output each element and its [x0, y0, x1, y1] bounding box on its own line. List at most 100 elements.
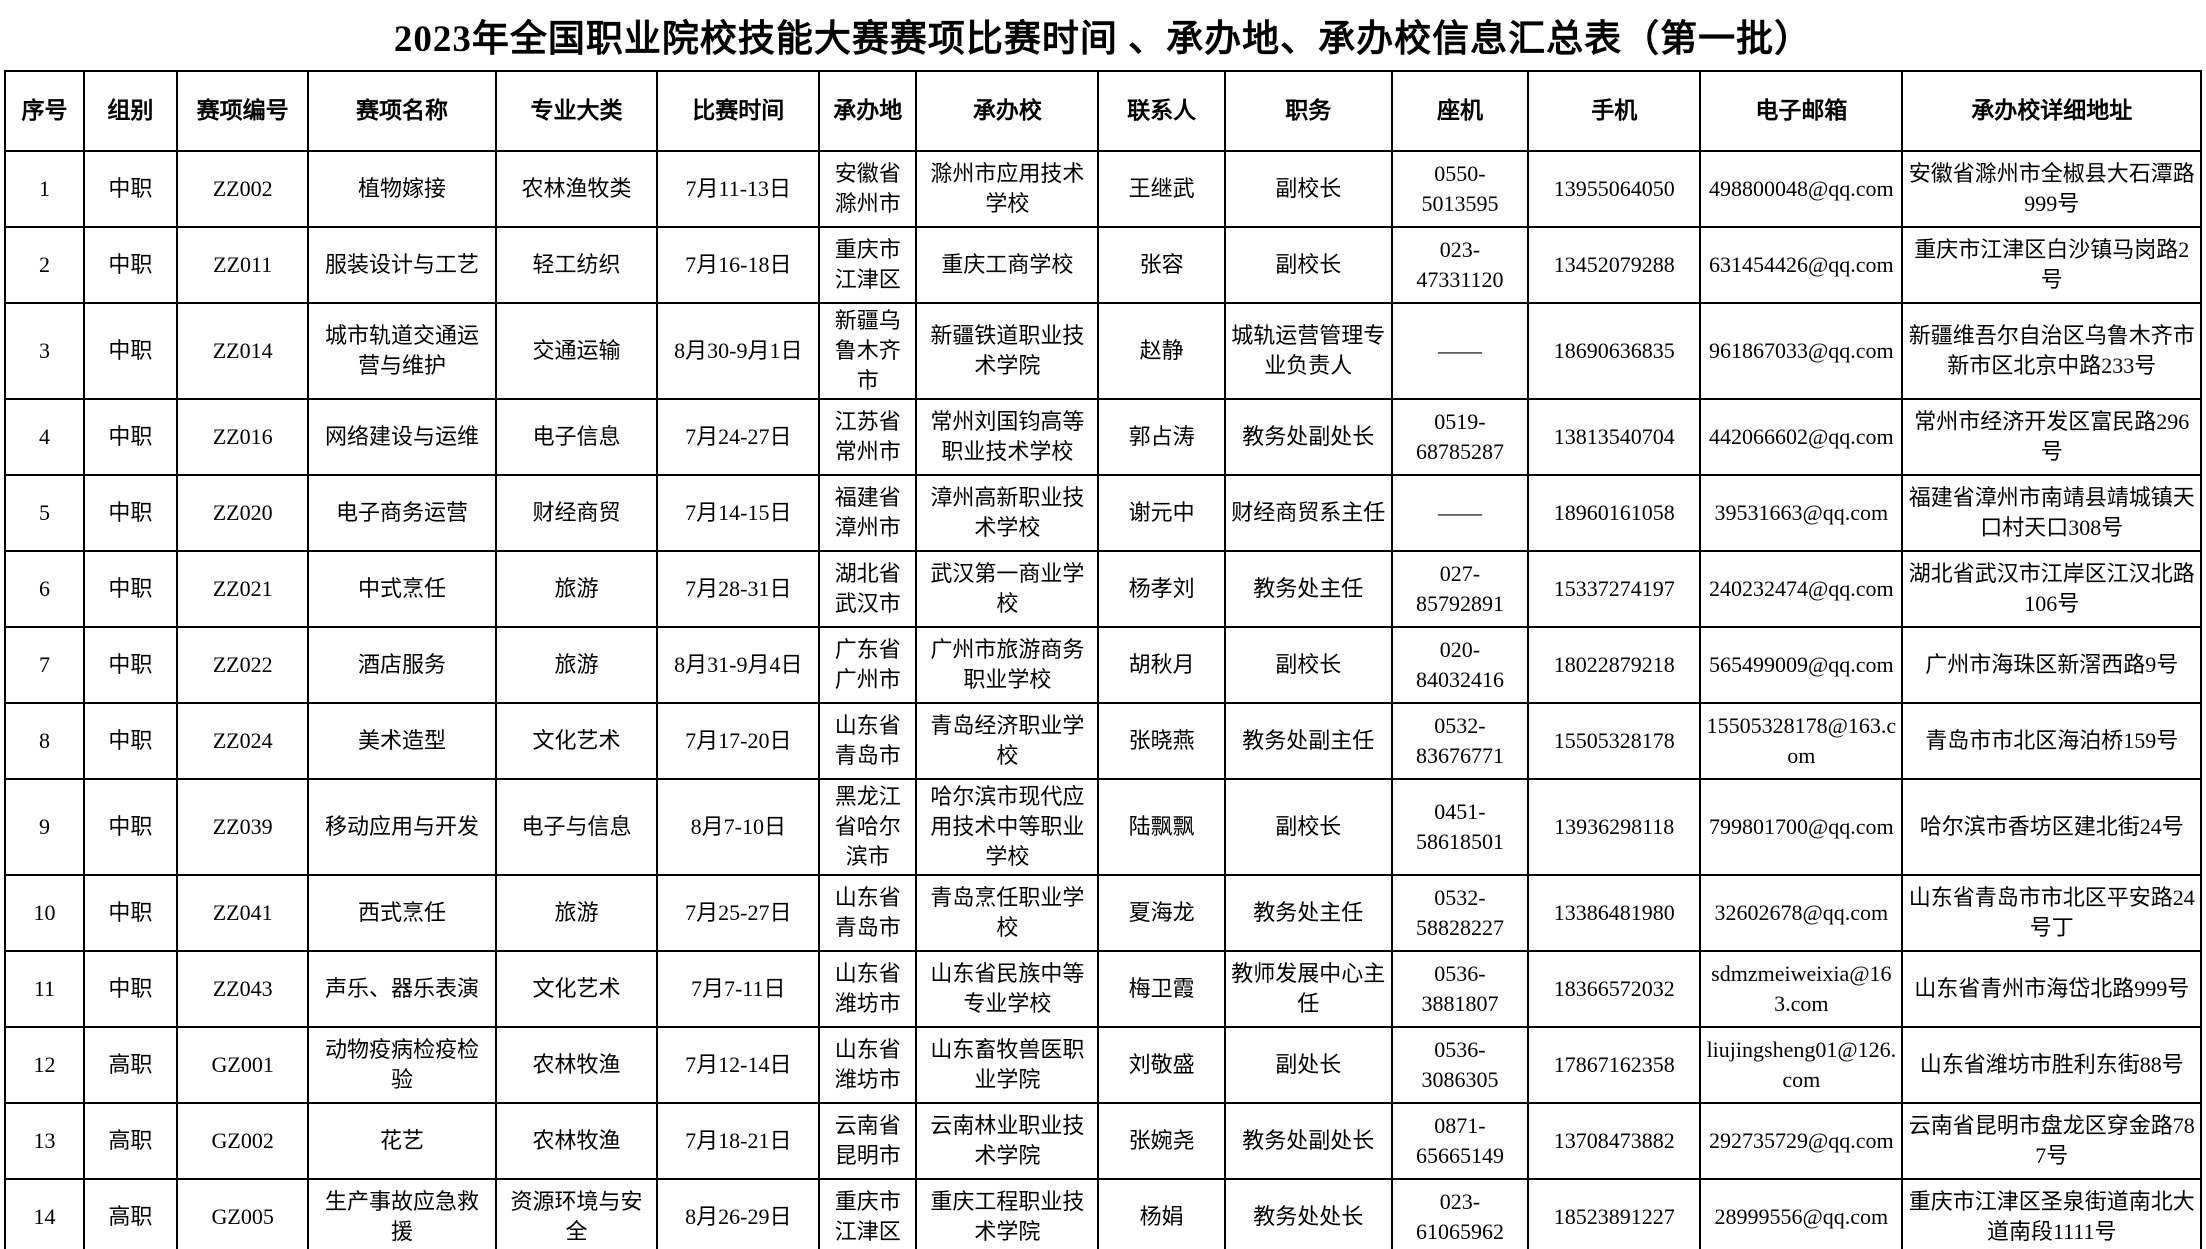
cell-bisai_shijian: 7月7-11日 — [656, 950, 821, 1028]
cell-email: 32602678@qq.com — [1699, 874, 1904, 952]
cell-zubie: 中职 — [82, 626, 178, 704]
cell-xuhao: 6 — [4, 550, 85, 628]
cell-shouji: 18366572032 — [1527, 950, 1702, 1028]
cell-zhiwu: 教务处副处长 — [1223, 1102, 1393, 1180]
cell-zhiwu: 教师发展中心主任 — [1223, 950, 1393, 1028]
cell-xuhao: 7 — [4, 626, 85, 704]
cell-saixiang_mingcheng: 西式烹任 — [307, 874, 497, 952]
cell-zhiwu: 副处长 — [1223, 1026, 1393, 1104]
column-header-bisai_shijian: 比赛时间 — [656, 70, 821, 152]
column-header-zubie: 组别 — [82, 70, 178, 152]
cell-bisai_shijian: 8月26-29日 — [656, 1178, 821, 1249]
column-header-email: 电子邮箱 — [1699, 70, 1904, 152]
cell-zhuanye_dalei: 旅游 — [494, 626, 659, 704]
cell-saixiang_bianhao: ZZ024 — [175, 702, 310, 780]
cell-zuoji: 0550- 5013595 — [1390, 150, 1530, 228]
cell-saixiang_mingcheng: 中式烹任 — [307, 550, 497, 628]
cell-chengbandi: 湖北省武汉市 — [818, 550, 918, 628]
table-header: 序号 组别 赛项编号 赛项名称 专业大类 比赛时间 承办地 承办校 联系人 职务 座机 手机 电子邮箱承… — [4, 70, 2202, 152]
cell-shouji: 17867162358 — [1527, 1026, 1702, 1104]
cell-zhiwu: 财经商贸系主任 — [1223, 474, 1393, 552]
cell-email: 39531663@qq.com — [1699, 474, 1904, 552]
cell-chengbanxiao: 重庆工程职业技术学院 — [915, 1178, 1100, 1249]
table-row: 11 中职 ZZ043 声乐、器乐表演 文化艺术 7月7-11日 山东省潍坊市 山东省民族中等… — [4, 950, 2202, 1028]
cell-xuhao: 8 — [4, 702, 85, 780]
cell-zuoji: —— — [1390, 302, 1530, 400]
cell-saixiang_mingcheng: 酒店服务 — [307, 626, 497, 704]
cell-bisai_shijian: 7月28-31日 — [656, 550, 821, 628]
cell-chengbanxiao: 云南林业职业技术学院 — [915, 1102, 1100, 1180]
cell-saixiang_bianhao: ZZ016 — [175, 398, 310, 476]
cell-lianxiren: 梅卫霞 — [1097, 950, 1226, 1028]
cell-dizhi: 哈尔滨市香坊区建北街24号 — [1901, 778, 2202, 876]
cell-saixiang_bianhao: ZZ022 — [175, 626, 310, 704]
cell-zuoji: 0536- 3086305 — [1390, 1026, 1530, 1104]
cell-zubie: 中职 — [82, 702, 178, 780]
table-row: 4 中职 ZZ016 网络建设与运维 电子信息 7月24-27日 江苏省常州市 常州刘国钧高等… — [4, 398, 2202, 476]
cell-saixiang_bianhao: GZ001 — [175, 1026, 310, 1104]
cell-dizhi: 山东省青州市海岱北路999号 — [1901, 950, 2202, 1028]
table-row: 9 中职 ZZ039 移动应用与开发 电子与信息 8月7-10日 黑龙江省哈尔滨市 哈尔滨市现… — [4, 778, 2202, 876]
cell-chengbandi: 福建省漳州市 — [818, 474, 918, 552]
table-row: 12 高职 GZ001 动物疫病检疫检验 农林牧渔 7月12-14日 山东省潍坊市 山东畜牧兽… — [4, 1026, 2202, 1104]
cell-dizhi: 重庆市江津区圣泉街道南北大道南段1111号 — [1901, 1178, 2202, 1249]
cell-shouji: 13708473882 — [1527, 1102, 1702, 1180]
cell-bisai_shijian: 7月12-14日 — [656, 1026, 821, 1104]
table-row: 14 高职 GZ005 生产事故应急救援 资源环境与安全 8月26-29日 重庆市江津区 重庆… — [4, 1178, 2202, 1249]
cell-zuoji: 027- 85792891 — [1390, 550, 1530, 628]
cell-lianxiren: 刘敬盛 — [1097, 1026, 1226, 1104]
document-title: 2023年全国职业院校技能大赛赛项比赛时间 、承办地、承办校信息汇总表（第一批） — [393, 19, 1813, 60]
cell-shouji: 13386481980 — [1527, 874, 1702, 952]
summary-table: 序号 组别 赛项编号 赛项名称 专业大类 比赛时间 承办地 承办校 联系人 职务 座机 手机 电子邮箱承… — [4, 70, 2202, 1249]
cell-xuhao: 1 — [4, 150, 85, 228]
cell-zhuanye_dalei: 资源环境与安全 — [494, 1178, 659, 1249]
cell-saixiang_mingcheng: 电子商务运营 — [307, 474, 497, 552]
cell-email: 15505328178@163.com — [1699, 702, 1904, 780]
cell-zhiwu: 城轨运营管理专业负责人 — [1223, 302, 1393, 400]
cell-dizhi: 重庆市江津区白沙镇马岗路2号 — [1901, 226, 2202, 304]
cell-saixiang_mingcheng: 声乐、器乐表演 — [307, 950, 497, 1028]
cell-email: sdmzmeiweixia@163.com — [1699, 950, 1904, 1028]
cell-zuoji: 0532- 83676771 — [1390, 702, 1530, 780]
cell-saixiang_bianhao: ZZ011 — [175, 226, 310, 304]
cell-email: 442066602@qq.com — [1699, 398, 1904, 476]
column-header-shouji: 手机 — [1527, 70, 1702, 152]
cell-bisai_shijian: 7月18-21日 — [656, 1102, 821, 1180]
cell-chengbandi: 云南省昆明市 — [818, 1102, 918, 1180]
cell-shouji: 18960161058 — [1527, 474, 1702, 552]
cell-zubie: 中职 — [82, 226, 178, 304]
cell-bisai_shijian: 7月25-27日 — [656, 874, 821, 952]
cell-zuoji: 023- 61065962 — [1390, 1178, 1530, 1249]
table-row: 13 高职 GZ002 花艺 农林牧渔 7月18-21日 云南省昆明市 云南林业职业技术学院张… — [4, 1102, 2202, 1180]
cell-saixiang_mingcheng: 美术造型 — [307, 702, 497, 780]
cell-chengbanxiao: 常州刘国钧高等职业技术学校 — [915, 398, 1100, 476]
cell-dizhi: 新疆维吾尔自治区乌鲁木齐市新市区北京中路233号 — [1901, 302, 2202, 400]
table-row: 5 中职 ZZ020 电子商务运营 财经商贸 7月14-15日 福建省漳州市 漳州高新职业技术… — [4, 474, 2202, 552]
cell-zhiwu: 副校长 — [1223, 150, 1393, 228]
cell-xuhao: 9 — [4, 778, 85, 876]
cell-dizhi: 青岛市市北区海泊桥159号 — [1901, 702, 2202, 780]
cell-zhuanye_dalei: 电子与信息 — [494, 778, 659, 876]
cell-chengbanxiao: 重庆工商学校 — [915, 226, 1100, 304]
cell-saixiang_bianhao: GZ002 — [175, 1102, 310, 1180]
cell-email: 498800048@qq.com — [1699, 150, 1904, 228]
cell-dizhi: 湖北省武汉市江岸区江汉北路106号 — [1901, 550, 2202, 628]
cell-chengbandi: 新疆乌鲁木齐市 — [818, 302, 918, 400]
cell-chengbanxiao: 青岛经济职业学校 — [915, 702, 1100, 780]
cell-lianxiren: 王继武 — [1097, 150, 1226, 228]
cell-lianxiren: 张婉尧 — [1097, 1102, 1226, 1180]
cell-shouji: 13452079288 — [1527, 226, 1702, 304]
cell-bisai_shijian: 7月14-15日 — [656, 474, 821, 552]
cell-chengbandi: 重庆市江津区 — [818, 226, 918, 304]
cell-chengbandi: 山东省青岛市 — [818, 702, 918, 780]
cell-shouji: 18690636835 — [1527, 302, 1702, 400]
cell-saixiang_mingcheng: 动物疫病检疫检验 — [307, 1026, 497, 1104]
cell-bisai_shijian: 7月24-27日 — [656, 398, 821, 476]
column-header-dizhi: 承办校详细地址 — [1901, 70, 2202, 152]
cell-email: 961867033@qq.com — [1699, 302, 1904, 400]
cell-shouji: 15337274197 — [1527, 550, 1702, 628]
cell-chengbanxiao: 山东省民族中等专业学校 — [915, 950, 1100, 1028]
cell-bisai_shijian: 7月17-20日 — [656, 702, 821, 780]
cell-dizhi: 山东省青岛市市北区平安路24号丁 — [1901, 874, 2202, 952]
